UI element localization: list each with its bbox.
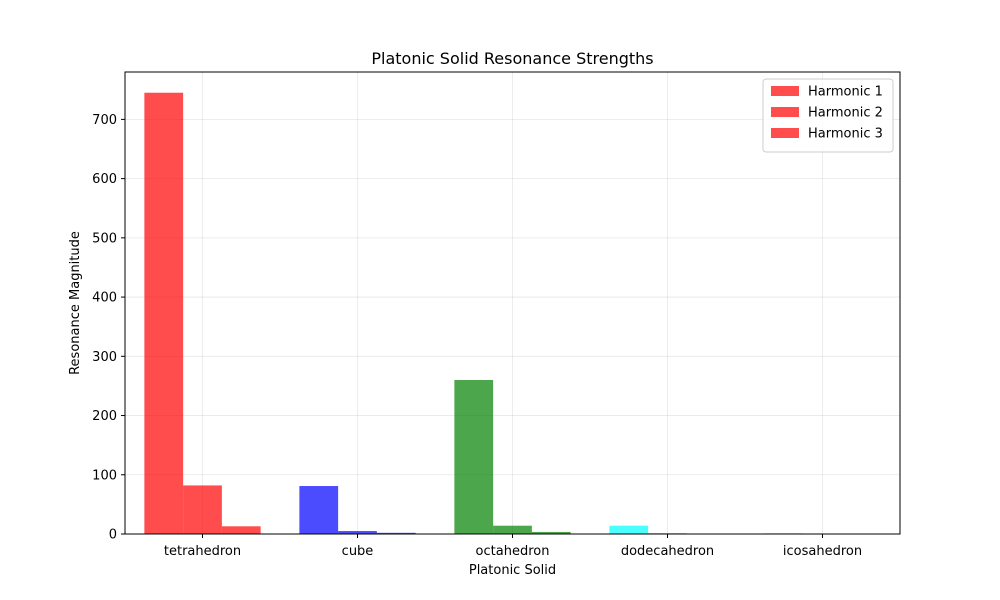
- y-tick-label: 0: [109, 528, 117, 543]
- legend-swatch: [771, 128, 799, 138]
- bar-octahedron-harmonic-3: [531, 531, 571, 534]
- legend-label: Harmonic 2: [808, 106, 883, 121]
- bar-tetrahedron-harmonic-1: [144, 92, 184, 534]
- y-tick-label: 700: [92, 113, 117, 128]
- bar-octahedron-harmonic-2: [493, 525, 532, 534]
- bars: [144, 92, 881, 534]
- bar-tetrahedron-harmonic-3: [221, 526, 261, 534]
- y-tick-label: 500: [92, 231, 117, 246]
- legend-swatch: [771, 107, 799, 117]
- legend: Harmonic 1 Harmonic 2 Harmonic 3: [762, 78, 894, 153]
- bar-cube-harmonic-3: [376, 532, 416, 534]
- bar-cube-harmonic-1: [299, 486, 339, 534]
- axis-ticks: 0 100 200 300 400 500 600 700 tetrahedron cube oct…: [92, 113, 862, 559]
- grid: [125, 72, 900, 535]
- x-tick-label: octahedron: [476, 544, 550, 559]
- y-tick-label: 300: [92, 350, 117, 365]
- bar-dodecahedron-harmonic-1: [609, 525, 649, 534]
- y-tick-label: 200: [92, 409, 117, 424]
- x-tick-label: tetrahedron: [164, 544, 241, 559]
- y-axis-title: Resonance Magnitude: [68, 231, 83, 375]
- chart-title: Platonic Solid Resonance Strengths: [371, 49, 653, 68]
- bar-cube-harmonic-2: [338, 531, 377, 534]
- y-tick-label: 100: [92, 468, 117, 483]
- bar-octahedron-harmonic-1: [454, 380, 494, 534]
- y-tick-label: 600: [92, 172, 117, 187]
- legend-swatch: [771, 86, 799, 96]
- x-tick-label: icosahedron: [783, 544, 862, 559]
- x-tick-label: dodecahedron: [621, 544, 714, 559]
- legend-label: Harmonic 1: [808, 85, 883, 100]
- bar-tetrahedron-harmonic-2: [183, 485, 222, 534]
- x-tick-label: cube: [342, 544, 374, 559]
- x-axis-title: Platonic Solid: [469, 563, 556, 578]
- y-tick-label: 400: [92, 291, 117, 306]
- legend-label: Harmonic 3: [808, 127, 883, 142]
